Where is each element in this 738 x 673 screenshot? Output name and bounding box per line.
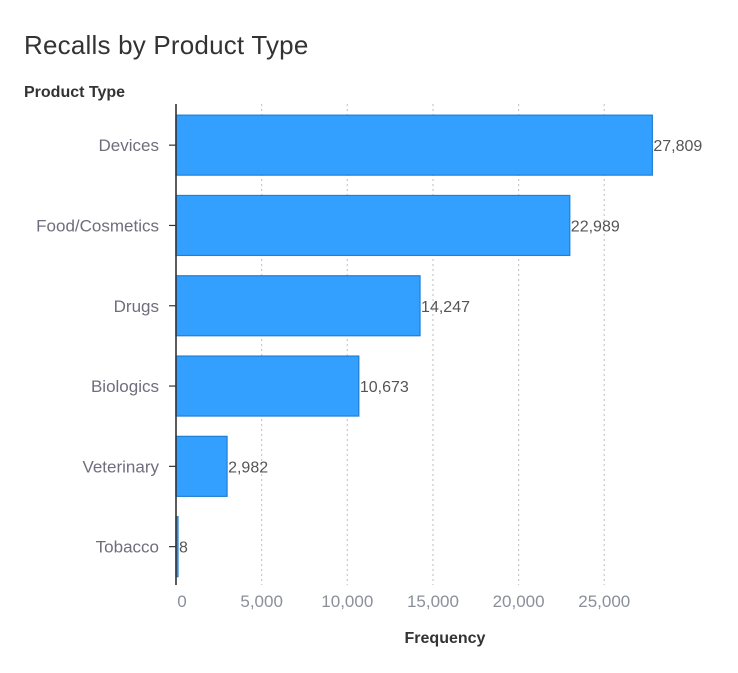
bars [175,114,653,578]
category-label: Tobacco [96,538,159,557]
gridlines [261,104,605,585]
chart-title: Recalls by Product Type [24,30,309,60]
x-tick-label: 10,000 [321,592,373,611]
bar-food-cosmetics[interactable] [175,194,571,257]
value-label: 27,809 [653,138,702,155]
y-axis-title: Product Type [24,84,125,101]
x-axis-title: Frequency [405,630,486,647]
bar-veterinary[interactable] [175,435,228,497]
bar-biologics[interactable] [175,355,360,417]
category-label: Food/Cosmetics [36,216,159,235]
x-tick-label: 15,000 [407,592,459,611]
category-label: Drugs [114,297,159,316]
bar-drugs[interactable] [175,275,421,337]
category-label: Veterinary [82,457,159,476]
x-tick-label: 5,000 [240,592,283,611]
axes [169,104,177,585]
value-label: 22,989 [571,218,620,235]
value-label: 14,247 [421,299,470,316]
value-label: 2,982 [228,459,268,476]
category-label: Biologics [91,377,159,396]
value-label: 8 [179,540,188,557]
x-tick-label: 20,000 [493,592,545,611]
x-tick-label: 0 [177,592,186,611]
value-label: 10,673 [360,379,409,396]
category-label: Devices [99,136,159,155]
x-tick-label: 25,000 [578,592,630,611]
bar-devices[interactable] [175,114,653,176]
labels: 0 5,000 10,000 15,000 20,000 25,000 Devices 27,… [36,136,702,611]
